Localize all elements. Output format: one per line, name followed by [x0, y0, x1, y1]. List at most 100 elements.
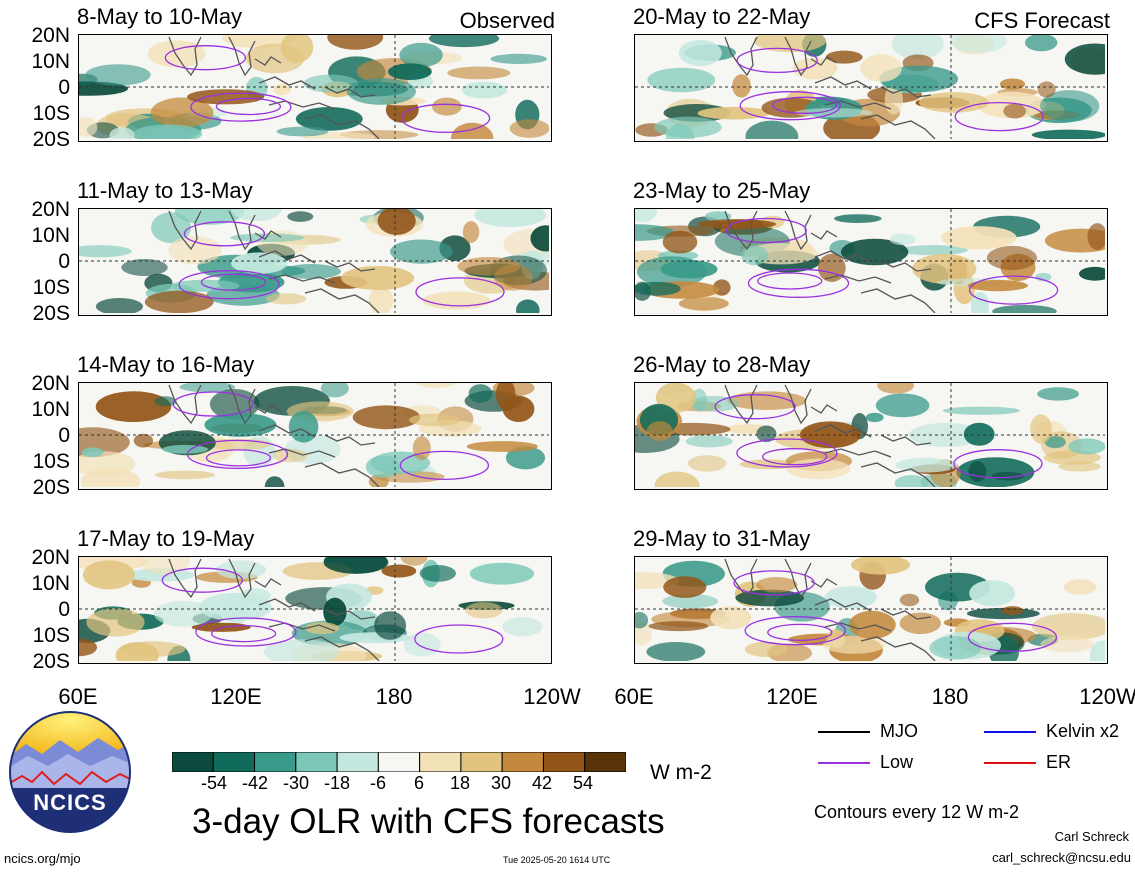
suppressed-anomaly	[168, 235, 222, 265]
main-title: 3-day OLR with CFS forecasts	[192, 802, 665, 841]
low-contour	[967, 622, 1058, 652]
suppressed-anomaly	[899, 593, 920, 607]
suppressed-anomaly	[86, 608, 145, 637]
colorbar-label: 6	[413, 773, 424, 793]
ncics-logo: NCICS	[8, 710, 132, 834]
convective-anomaly	[865, 412, 884, 423]
colorbar-label: -30	[282, 773, 309, 793]
coastline	[254, 578, 282, 588]
suppressed-anomaly	[848, 610, 896, 639]
convective-anomaly	[909, 422, 984, 447]
lat-tick-label: 10S	[32, 102, 70, 125]
suppressed-anomaly	[1063, 579, 1097, 595]
lat-tick-label: 0	[58, 598, 70, 621]
suppressed-anomaly	[416, 383, 456, 388]
legend-label: ER	[1046, 752, 1072, 772]
coastline	[724, 384, 758, 425]
legend-line-low	[818, 762, 870, 764]
convective-anomaly	[276, 126, 329, 137]
convective-anomaly	[209, 389, 260, 420]
convective-anomaly	[1068, 438, 1105, 455]
convective-anomaly	[889, 233, 916, 246]
coastline	[268, 100, 336, 110]
convective-anomaly	[647, 67, 716, 93]
low-contour	[215, 97, 282, 116]
convective-anomaly	[894, 475, 929, 487]
suppressed-anomaly	[368, 286, 394, 313]
convective-anomaly	[264, 476, 285, 487]
coastline	[824, 100, 892, 110]
convective-anomaly	[963, 422, 995, 446]
coastline	[880, 608, 932, 620]
suppressed-anomaly	[465, 602, 503, 619]
colorbar-swatch	[419, 751, 462, 773]
convective-anomaly	[133, 124, 203, 139]
coastline	[258, 76, 316, 90]
panel-title: 14-May to 16-May	[77, 352, 255, 377]
convective-anomaly	[121, 259, 168, 276]
convective-anomaly	[399, 42, 443, 68]
panel-title: 26-May to 28-May	[633, 352, 811, 377]
convective-anomaly	[516, 299, 540, 313]
low-contour	[736, 47, 818, 74]
olr-map	[78, 208, 552, 316]
low-contour	[195, 617, 297, 647]
coastline	[860, 462, 936, 487]
convective-anomaly	[840, 238, 909, 266]
suppressed-anomaly	[154, 470, 215, 480]
suppressed-anomaly	[133, 433, 154, 448]
coastline	[810, 230, 838, 240]
convective-anomaly	[154, 600, 213, 627]
convective-anomaly	[154, 396, 177, 407]
convective-anomaly	[646, 642, 706, 661]
suppressed-anomaly	[400, 557, 428, 566]
suppressed-anomaly	[457, 257, 521, 276]
colorbar-swatch	[336, 751, 379, 773]
colorbar-swatch	[295, 751, 338, 773]
low-contour	[161, 567, 243, 593]
suppressed-anomaly	[462, 221, 480, 243]
convective-anomaly	[365, 455, 401, 478]
suppressed-anomaly	[95, 391, 172, 423]
panel-title: 11-May to 13-May	[77, 178, 253, 203]
coastline	[880, 260, 932, 272]
legend-line-mjo	[818, 731, 870, 733]
coastline	[860, 114, 936, 139]
convective-anomaly	[1089, 640, 1105, 661]
suppressed-anomaly	[144, 290, 214, 313]
convective-anomaly	[346, 78, 416, 105]
low-contour	[953, 449, 1043, 479]
coastline	[304, 462, 380, 487]
lat-tick-label: 10S	[32, 450, 70, 473]
convective-anomaly	[635, 281, 681, 296]
coastline	[880, 434, 932, 446]
low-contour	[954, 101, 1044, 132]
convective-anomaly	[287, 211, 314, 222]
convective-anomaly	[403, 632, 441, 657]
suppressed-anomaly	[187, 89, 265, 105]
convective-anomaly	[461, 81, 507, 99]
suppressed-anomaly	[697, 219, 776, 230]
convective-anomaly	[1044, 436, 1066, 449]
suppressed-anomaly	[687, 455, 727, 472]
low-contour	[725, 217, 807, 244]
convective-anomaly	[969, 580, 1015, 607]
logo-text: NCICS	[33, 790, 107, 815]
convective-anomaly	[263, 639, 340, 661]
coastline	[810, 404, 838, 414]
convective-anomaly	[929, 636, 982, 660]
low-contour	[415, 277, 505, 307]
suppressed-anomaly	[1001, 606, 1024, 616]
low-contour	[714, 394, 796, 420]
lat-tick-label: 20N	[31, 24, 70, 47]
suppressed-anomaly	[654, 471, 700, 487]
coastline	[258, 598, 316, 612]
convective-anomaly	[875, 393, 930, 418]
footer-author: Carl Schreck	[1054, 829, 1129, 844]
convective-anomaly	[81, 447, 104, 458]
colorbar	[171, 751, 627, 773]
panel-tag: Observed	[459, 8, 555, 33]
suppressed-anomaly	[1003, 103, 1027, 119]
coastline	[810, 56, 838, 66]
coastline	[228, 210, 256, 251]
